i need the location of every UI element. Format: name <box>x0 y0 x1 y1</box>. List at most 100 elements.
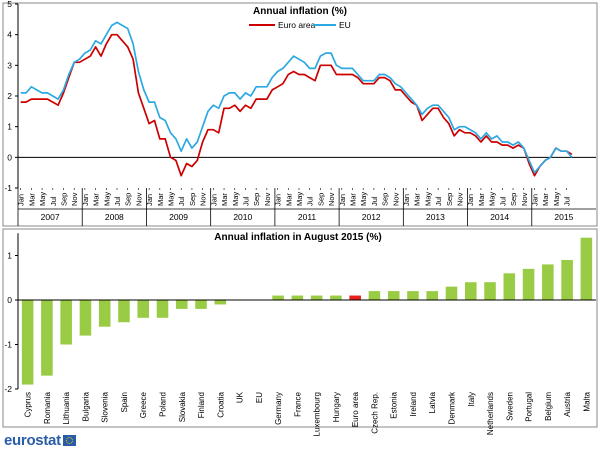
bar <box>79 300 92 336</box>
bar-category-label: Greece <box>139 391 148 418</box>
line-chart-month-label: Jan <box>145 194 154 206</box>
line-chart-month-label: Jan <box>274 194 283 206</box>
line-chart-month-label: Jul <box>563 196 572 206</box>
bar-category-label: Lithuania <box>62 391 71 424</box>
line-chart-month-label: May <box>231 192 240 206</box>
bar <box>291 295 304 300</box>
bar-category-label: France <box>293 391 302 416</box>
bar-category-label: Poland <box>159 392 168 417</box>
bar-chart-y-tick-label: -2 <box>4 384 12 394</box>
line-chart-month-label: May <box>359 192 368 206</box>
line-chart-month-label: Jan <box>338 194 347 206</box>
line-chart-month-label: Nov <box>391 192 400 206</box>
line-chart-month-label: Nov <box>263 192 272 206</box>
bar <box>503 273 516 300</box>
line-chart-frame <box>2 2 598 227</box>
bar-category-label: Slovenia <box>101 391 110 422</box>
bar-category-label: Finland <box>197 392 206 418</box>
line-chart-year-label: 2007 <box>41 212 60 222</box>
bar <box>426 291 439 300</box>
line-chart-month-label: Jul <box>434 196 443 206</box>
line-chart-year-label: 2014 <box>490 212 509 222</box>
line-chart-month-label: Jan <box>466 194 475 206</box>
eu-flag-icon <box>62 434 76 446</box>
bar <box>156 300 169 318</box>
line-chart-month-label: Mar <box>284 193 293 206</box>
bar <box>387 291 400 300</box>
bar <box>310 295 323 300</box>
bar-category-label: UK <box>236 391 245 403</box>
line-chart-y-tick-label: 1 <box>7 122 12 132</box>
line-chart-year-label: 2011 <box>298 212 317 222</box>
bar <box>41 300 53 376</box>
line-chart-month-label: Jul <box>241 196 250 206</box>
line-chart-year-label: 2010 <box>233 212 252 222</box>
line-chart-y-tick-label: -1 <box>4 183 12 193</box>
bar <box>522 268 535 300</box>
bar-chart-y-tick-label: 0 <box>7 295 12 305</box>
bar-category-label: Czech Rep. <box>370 392 379 434</box>
line-chart-month-label: Mar <box>477 193 486 206</box>
bar-category-label: Luxembourg <box>313 392 322 436</box>
line-chart-month-label: Jan <box>81 194 90 206</box>
line-chart-month-label: Nov <box>70 192 79 206</box>
bar-category-label: Denmark <box>448 391 457 424</box>
line-chart-month-label: Jul <box>498 196 507 206</box>
bar <box>407 291 419 300</box>
line-chart-month-label: Sep <box>188 193 197 206</box>
bar-category-label: Hungary <box>332 392 341 422</box>
line-chart-month-label: Sep <box>59 193 68 206</box>
bar <box>368 291 381 300</box>
line-series-eu <box>20 21 573 174</box>
bar-category-label: Slovakia <box>178 391 187 422</box>
bar <box>137 300 150 318</box>
bar-category-label: Romania <box>43 391 52 424</box>
eurostat-logo: eurostat <box>4 431 76 449</box>
line-chart-month-label: Sep <box>124 193 133 206</box>
bar-category-label: Cyprus <box>24 392 33 417</box>
line-chart-y-tick-label: 5 <box>7 0 12 9</box>
line-chart-month-label: May <box>488 192 497 206</box>
bar-category-label: Belgium <box>544 392 553 421</box>
line-chart-y-tick-label: 3 <box>7 60 12 70</box>
line-chart-month-label: May <box>38 192 47 206</box>
bar-category-label: Austria <box>563 391 572 416</box>
line-series-euro-area <box>20 33 573 177</box>
bar-chart-y-tick-label: -1 <box>4 340 12 350</box>
line-chart-y-tick-label: 0 <box>7 152 12 162</box>
line-chart-y-tick-label: 4 <box>7 30 12 40</box>
legend-label-euro-area: Euro area <box>278 20 316 30</box>
bar <box>60 300 72 345</box>
line-chart-y-tick-label: 2 <box>7 91 12 101</box>
bar-chart: -2 -1 0 1 Cyprus Romania Lithuania Bulgaria Slov… <box>4 233 596 436</box>
line-chart-month-label: Jan <box>17 194 26 206</box>
bar <box>330 295 342 300</box>
line-chart-year-label: 2008 <box>105 212 124 222</box>
legend-label-eu: EU <box>339 20 351 30</box>
bar <box>464 282 477 300</box>
line-chart-month-label: Jan <box>209 194 218 206</box>
bar <box>118 300 130 323</box>
bar-category-label: Sweden <box>505 392 514 421</box>
line-chart-month-label: Jul <box>306 196 315 206</box>
bar-category-label: Netherlands <box>486 392 495 435</box>
line-chart-month-label: Jul <box>370 196 379 206</box>
line-chart-month-label: Mar <box>220 193 229 206</box>
bar-category-label: Malta <box>582 391 591 411</box>
line-chart-month-label: May <box>552 192 561 206</box>
bar <box>175 300 188 309</box>
line-chart-year-label: 2012 <box>362 212 381 222</box>
line-chart-month-label: Jan <box>530 194 539 206</box>
line-chart-month-label: Mar <box>92 193 101 206</box>
line-chart-year-label: 2013 <box>426 212 445 222</box>
eurostat-logo-text: eurostat <box>4 431 61 449</box>
line-chart-month-label: Nov <box>199 192 208 206</box>
line-chart-month-label: May <box>423 192 432 206</box>
bar-category-label: Croatia <box>216 391 225 417</box>
line-chart-month-label: May <box>167 192 176 206</box>
line-chart-month-label: Sep <box>252 193 261 206</box>
bar <box>542 264 554 300</box>
line-chart-year-label: 2009 <box>169 212 188 222</box>
bar <box>272 295 284 300</box>
